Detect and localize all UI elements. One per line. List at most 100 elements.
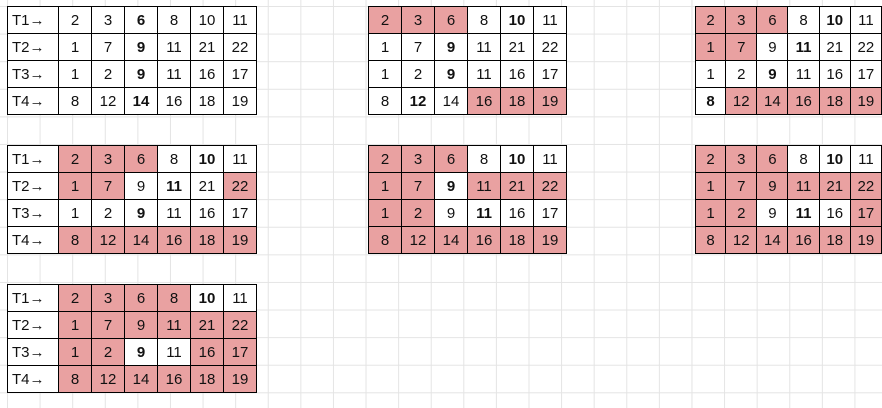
grid-cell: 11 [223, 6, 257, 34]
grid-cell: 2 [91, 199, 125, 227]
grid-cell: 11 [157, 338, 191, 366]
row-label: T1→ [7, 6, 59, 34]
grid-cell: 1 [58, 172, 92, 200]
grid-cell: 10 [190, 6, 224, 34]
grid-cell: 16 [157, 87, 191, 115]
row-label: T2→ [7, 33, 59, 61]
grid-cell: 16 [157, 226, 191, 254]
grid-cell: 11 [467, 60, 501, 88]
grid-cell: 8 [694, 87, 727, 115]
grid-cell: 9 [756, 33, 789, 61]
grid-cell: 16 [467, 87, 501, 115]
grid-cell: 8 [694, 226, 727, 254]
grid-cell: 1 [368, 33, 402, 61]
grid-cell: 9 [124, 338, 158, 366]
grid-cell: 19 [223, 365, 257, 393]
grid-cell: 10 [500, 145, 534, 173]
grid-row: T4→ 8 12 14 16 18 19 [7, 226, 257, 254]
grid-cell: 8 [157, 284, 191, 312]
grid-cell: 14 [434, 87, 468, 115]
grid-cell: 8 [157, 6, 191, 34]
grid-cell: 2 [694, 6, 727, 34]
grid-cell: 9 [756, 199, 789, 227]
grid-cell: 8 [368, 226, 402, 254]
row-label: T3→ [7, 199, 59, 227]
grid-row: T2→ 1 7 9 11 21 22 [7, 172, 257, 200]
grid-cell: 2 [58, 6, 92, 34]
grid-cell: 9 [124, 311, 158, 339]
grid-cell: 22 [849, 172, 882, 200]
grid-cell: 11 [467, 33, 501, 61]
grid-cell: 18 [190, 87, 224, 115]
grid-table-2: 2 3 6 8 10 11 1 7 9 11 21 22 1 2 9 11 16 17 8 12 14 16 18 19 [368, 6, 567, 115]
grid-row: 1 7 9 11 21 22 [368, 172, 567, 200]
grid-cell: 6 [756, 145, 789, 173]
grid-cell: 18 [190, 226, 224, 254]
grid-cell: 8 [467, 145, 501, 173]
grid-row: T4→ 8 12 14 16 18 19 [7, 365, 257, 393]
grid-cell: 18 [818, 226, 851, 254]
grid-cell: 2 [368, 145, 402, 173]
grid-cell: 11 [533, 6, 567, 34]
grid-cell: 1 [58, 33, 92, 61]
grid-cell: 9 [756, 60, 789, 88]
grid-cell: 9 [434, 172, 468, 200]
grid-cell: 9 [124, 199, 158, 227]
grid-cell: 22 [533, 172, 567, 200]
grid-cell: 11 [849, 145, 882, 173]
grid-row: 1 2 9 11 16 17 [694, 60, 882, 88]
grid-cell: 3 [401, 6, 435, 34]
grid-cell: 14 [756, 226, 789, 254]
grid-cell: 17 [849, 60, 882, 88]
grid-cell: 1 [368, 172, 402, 200]
grid-cell: 3 [91, 284, 125, 312]
grid-row: 8 12 14 16 18 19 [368, 87, 567, 115]
grid-row: 1 7 9 11 21 22 [694, 33, 882, 61]
grid-cell: 12 [401, 226, 435, 254]
grid-cell: 17 [849, 199, 882, 227]
grid-cell: 6 [124, 284, 158, 312]
grid-row: T2→ 1 7 9 11 21 22 [7, 311, 257, 339]
grid-row: 1 2 9 11 16 17 [368, 199, 567, 227]
grid-cell: 16 [157, 365, 191, 393]
grid-cell: 6 [434, 145, 468, 173]
grid-table-1: T1→ 2 3 6 8 10 11 T2→ 1 7 9 11 21 22 T3→ 1 2 9 11 16 17 T4→ 8 1… [7, 6, 257, 115]
grid-cell: 1 [694, 60, 727, 88]
grid-row: 8 12 14 16 18 19 [368, 226, 567, 254]
grid-cell: 7 [91, 33, 125, 61]
grid-cell: 10 [190, 284, 224, 312]
grid-row: T1→ 2 3 6 8 10 11 [7, 145, 257, 173]
grid-cell: 9 [124, 172, 158, 200]
grid-cell: 22 [223, 172, 257, 200]
grid-cell: 22 [223, 311, 257, 339]
grid-cell: 19 [849, 87, 882, 115]
grid-cell: 19 [533, 87, 567, 115]
grid-cell: 7 [725, 33, 758, 61]
grid-row: 2 3 6 8 10 11 [368, 145, 567, 173]
grid-cell: 8 [58, 226, 92, 254]
grid-cell: 11 [157, 33, 191, 61]
grid-cell: 2 [725, 60, 758, 88]
grid-cell: 7 [91, 311, 125, 339]
row-label: T1→ [7, 284, 59, 312]
grid-cell: 16 [190, 338, 224, 366]
grid-row: 8 12 14 16 18 19 [694, 87, 882, 115]
grid-cell: 18 [500, 226, 534, 254]
grid-row: T3→ 1 2 9 11 16 17 [7, 338, 257, 366]
grid-cell: 22 [533, 33, 567, 61]
grid-cell: 11 [787, 199, 820, 227]
grid-cell: 11 [223, 284, 257, 312]
grid-cell: 12 [401, 87, 435, 115]
grid-cell: 8 [58, 87, 92, 115]
grid-row: 1 2 9 11 16 17 [368, 60, 567, 88]
grid-row: T2→ 1 7 9 11 21 22 [7, 33, 257, 61]
grid-table-3: 2 3 6 8 10 11 1 7 9 11 21 22 1 2 9 11 16 17 8 12 14 16 18 19 [694, 6, 882, 115]
grid-cell: 19 [223, 226, 257, 254]
grid-cell: 1 [58, 60, 92, 88]
row-label: T2→ [7, 172, 59, 200]
grid-cell: 21 [500, 172, 534, 200]
grid-cell: 2 [694, 145, 727, 173]
grid-cell: 14 [124, 226, 158, 254]
grid-row: 2 3 6 8 10 11 [694, 145, 882, 173]
